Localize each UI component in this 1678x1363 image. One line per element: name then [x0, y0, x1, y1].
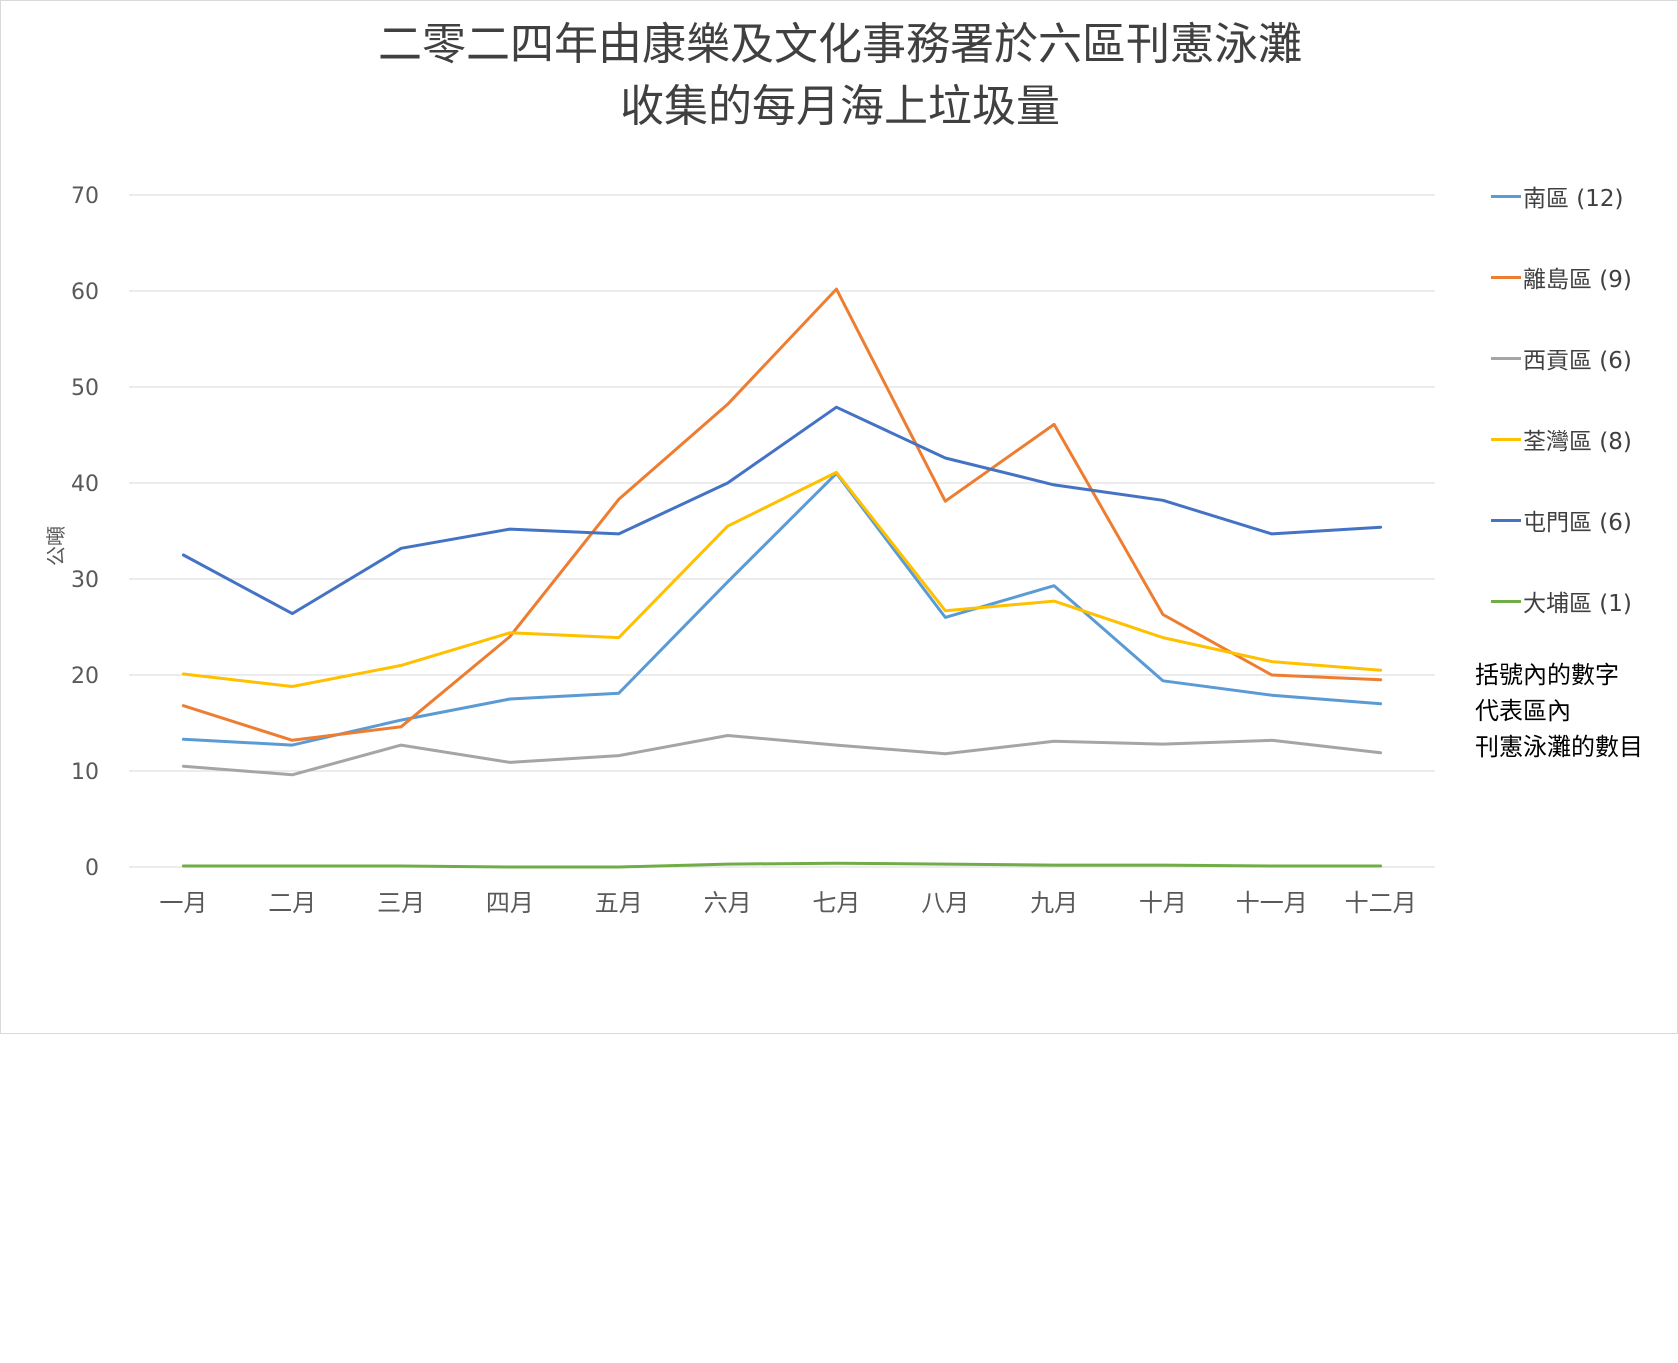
- y-tick-label: 0: [85, 856, 99, 881]
- y-tick-label: 20: [71, 664, 99, 689]
- y-tick-label: 70: [71, 184, 99, 209]
- note-line-2: 代表區內: [1475, 697, 1571, 725]
- chart-title-line-1: 二零二四年由康樂及文化事務署於六區刊憲泳灘: [378, 19, 1302, 70]
- x-tick-label: 一月: [159, 889, 207, 917]
- series-line-4: [181, 405, 1383, 616]
- legend-swatch: [1491, 356, 1521, 360]
- legend-swatch: [1491, 275, 1521, 279]
- legend-item-islands: 離島區 (9): [1491, 262, 1632, 293]
- x-tick-label: 十二月: [1345, 889, 1417, 917]
- x-tick-label: 九月: [1030, 889, 1078, 917]
- series-line-1: [181, 287, 1383, 742]
- legend-swatch: [1491, 194, 1521, 198]
- legend-label: 屯門區 (6): [1523, 510, 1632, 536]
- chart-title-line-2: 收集的每月海上垃圾量: [620, 81, 1060, 132]
- y-tick-label: 50: [71, 376, 99, 401]
- chart-frame: 0 10 20 30 40 50 60 70 一月 二月 三月 四月 五月 六月 七月 八月 九月 十月 十一月 十…: [0, 0, 1678, 1034]
- y-tick-label: 10: [71, 760, 99, 785]
- y-tick-label: 40: [71, 472, 99, 497]
- note-line-1: 括號內的數字: [1475, 661, 1619, 689]
- legend-item-tuen-mun: 屯門區 (6): [1491, 505, 1632, 536]
- x-tick-label: 四月: [486, 889, 534, 917]
- x-tick-label: 十一月: [1236, 889, 1308, 917]
- x-tick-labels: 一月 二月 三月 四月 五月 六月 七月 八月 九月 十月 十一月 十二月: [159, 889, 1416, 917]
- legend-label: 荃灣區 (8): [1523, 429, 1632, 455]
- series-line-0: [181, 471, 1383, 747]
- x-tick-label: 十月: [1139, 889, 1187, 917]
- legend-item-southern: 南區 (12): [1491, 181, 1624, 212]
- legend-label: 西貢區 (6): [1523, 348, 1632, 374]
- legend-item-sai-kung: 西貢區 (6): [1491, 343, 1632, 374]
- series-lines: [181, 287, 1383, 869]
- x-tick-label: 八月: [921, 889, 969, 917]
- y-tick-label: 60: [71, 280, 99, 305]
- y-tick-labels: 0 10 20 30 40 50 60 70: [71, 184, 99, 881]
- legend-swatch: [1491, 437, 1521, 441]
- x-tick-label: 七月: [812, 889, 860, 917]
- series-line-5: [181, 861, 1383, 869]
- legend-swatch: [1491, 599, 1521, 603]
- legend-label: 大埔區 (1): [1523, 591, 1632, 617]
- x-tick-label: 六月: [704, 889, 752, 917]
- note-line-3: 刊憲泳灘的數目: [1475, 733, 1643, 761]
- y-tick-label: 30: [71, 568, 99, 593]
- series-line-3: [181, 470, 1383, 688]
- x-tick-label: 三月: [377, 889, 425, 917]
- legend-label: 南區 (12): [1523, 186, 1624, 212]
- chart-plot: 0 10 20 30 40 50 60 70 一月 二月 三月 四月 五月 六月 七月 八月 九月 十月 十一月 十…: [71, 184, 1435, 917]
- legend-item-tsuen-wan: 荃灣區 (8): [1491, 424, 1632, 455]
- series-line-2: [181, 734, 1383, 777]
- y-axis-label: 公噸: [44, 526, 68, 566]
- x-tick-label: 二月: [268, 889, 316, 917]
- legend-item-tai-po: 大埔區 (1): [1491, 586, 1632, 617]
- legend-note: 括號內的數字 代表區內 刊憲泳灘的數目: [1475, 657, 1675, 765]
- legend-swatch: [1491, 518, 1521, 522]
- legend-label: 離島區 (9): [1523, 267, 1632, 293]
- x-tick-label: 五月: [595, 889, 643, 917]
